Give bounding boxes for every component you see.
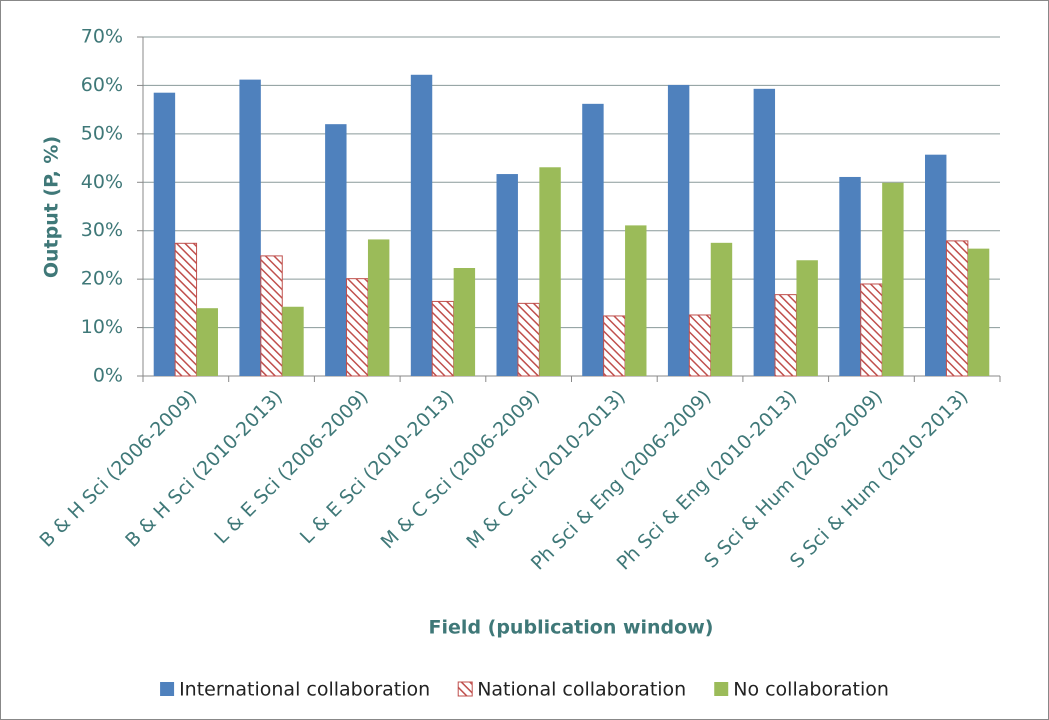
bar — [453, 268, 476, 376]
bar — [410, 74, 433, 376]
legend-label: International collaboration — [179, 679, 430, 701]
legend-swatch — [457, 681, 473, 697]
bar — [346, 278, 369, 377]
bar — [282, 306, 304, 376]
bar — [603, 315, 626, 377]
bar — [325, 124, 347, 377]
y-tick-label: 40% — [81, 171, 123, 193]
bar — [945, 240, 969, 377]
bar — [582, 103, 604, 377]
legend-label: National collaboration — [477, 679, 686, 701]
bar — [774, 294, 797, 377]
bar — [239, 79, 261, 377]
bar — [625, 225, 647, 376]
y-tick-label: 0% — [93, 365, 123, 387]
bar — [196, 308, 218, 376]
bar — [260, 255, 283, 377]
bar — [667, 84, 690, 377]
bar — [839, 176, 861, 376]
bar — [710, 242, 733, 376]
bar — [367, 239, 390, 376]
legend-swatch — [714, 682, 729, 696]
bar — [967, 248, 990, 376]
legend: International collaboration National coll… — [160, 679, 889, 701]
x-axis-title: Field (publication window) — [429, 617, 714, 639]
y-tick-label: 60% — [81, 74, 123, 96]
bar — [925, 154, 947, 376]
y-tick-label: 20% — [81, 268, 123, 290]
bar — [539, 167, 561, 376]
bar — [174, 242, 198, 377]
y-tick-label: 30% — [81, 219, 123, 241]
bar — [688, 314, 712, 377]
bar — [796, 260, 818, 376]
bar — [882, 182, 904, 376]
bar — [431, 300, 455, 377]
bar — [153, 92, 176, 376]
bar — [517, 302, 540, 377]
legend-swatch — [160, 682, 175, 696]
bar — [860, 283, 883, 377]
y-tick-label: 10% — [81, 316, 123, 338]
y-tick-label: 70% — [81, 26, 123, 48]
y-axis-title: Output (P, %) — [41, 136, 63, 278]
bar — [496, 174, 518, 376]
y-tick-label: 50% — [81, 122, 123, 144]
legend-label: No collaboration — [733, 679, 889, 701]
bar — [753, 88, 776, 376]
